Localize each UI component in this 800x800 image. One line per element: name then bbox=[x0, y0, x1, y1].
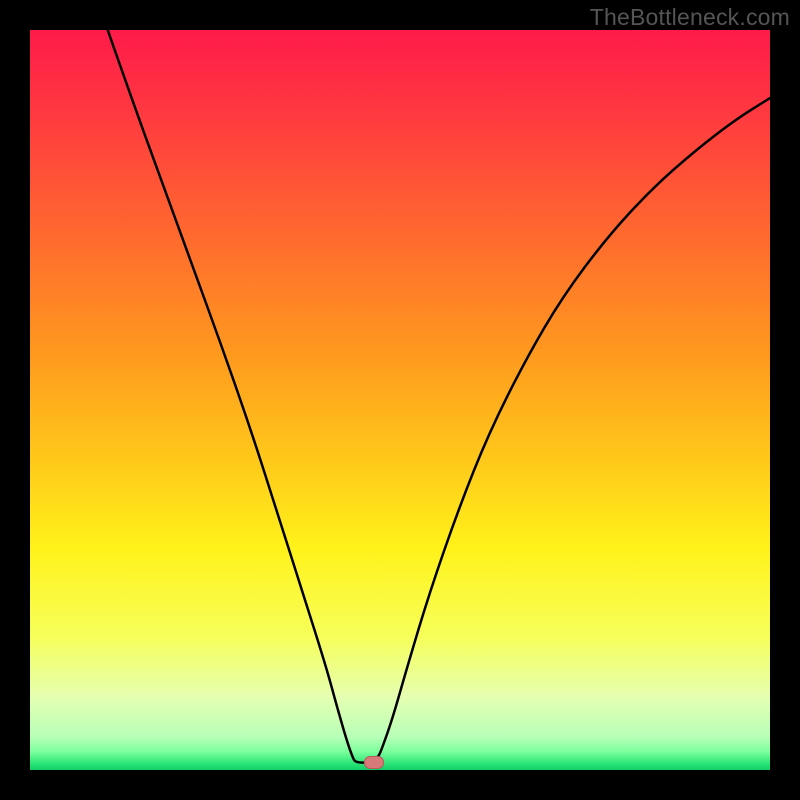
watermark-text: TheBottleneck.com bbox=[590, 4, 790, 31]
optimum-marker bbox=[364, 756, 384, 769]
chart-root: TheBottleneck.com bbox=[0, 0, 800, 800]
plot-area bbox=[30, 30, 770, 770]
bottleneck-curve bbox=[30, 30, 770, 770]
plot-outer-frame bbox=[0, 0, 800, 800]
